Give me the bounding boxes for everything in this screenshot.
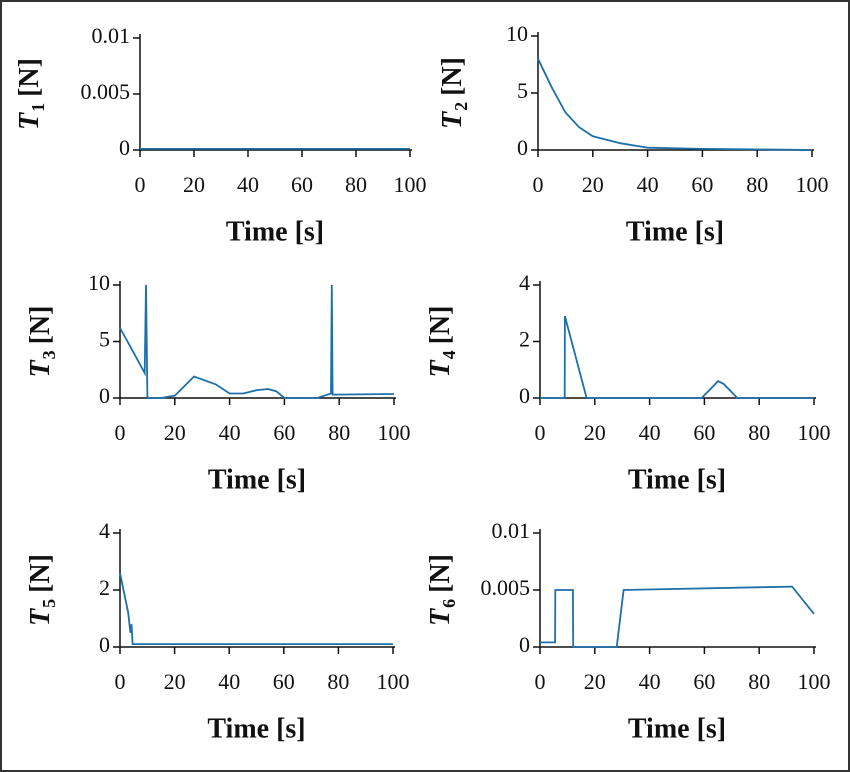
y-tick-label: 0.01 [92, 23, 131, 48]
data-line [119, 284, 395, 399]
x-tick-label: 40 [218, 669, 240, 694]
x-tick-label: 0 [115, 669, 126, 694]
x-tick-label: 80 [327, 669, 349, 694]
y-tick-label: 2 [99, 575, 110, 600]
x-tick-label: 60 [691, 172, 713, 197]
y-tick-label: 0 [517, 135, 528, 160]
x-axis-label: Time [s] [628, 464, 726, 495]
x-tick-label: 60 [693, 420, 715, 445]
x-tick-label: 0 [115, 420, 126, 445]
x-axis-label: Time [s] [226, 216, 324, 247]
y-tick-label: 0 [119, 135, 130, 160]
y-label-symbol: T [425, 607, 456, 626]
x-tick-label: 0 [535, 420, 546, 445]
y-tick-label: 5 [517, 78, 528, 103]
y-axis-label: T3 [N] [25, 306, 59, 378]
y-axis-label: T1 [N] [14, 58, 48, 130]
x-tick-label: 0 [533, 172, 544, 197]
x-tick-label: 100 [796, 172, 829, 197]
x-tick-label: 20 [183, 172, 205, 197]
y-label-unit: [N] [425, 306, 456, 345]
y-tick-label: 2 [519, 327, 530, 352]
y-label-subscript: 3 [39, 350, 59, 359]
x-tick-label: 40 [237, 172, 259, 197]
y-tick-label: 0.005 [81, 79, 131, 104]
y-label-unit: [N] [14, 58, 45, 97]
data-line [119, 572, 393, 645]
y-label-symbol: T [437, 110, 468, 129]
y-tick-label: 5 [99, 327, 110, 352]
x-tick-label: 100 [377, 669, 410, 694]
x-tick-label: 20 [584, 420, 606, 445]
x-tick-label: 20 [164, 669, 186, 694]
y-label-subscript: 6 [439, 599, 459, 608]
data-line [540, 585, 815, 648]
x-tick-label: 0 [135, 172, 146, 197]
y-tick-label: 4 [519, 270, 530, 295]
x-axis-label: Time [s] [628, 713, 726, 744]
x-tick-label: 80 [328, 420, 350, 445]
y-tick-label: 0 [99, 383, 110, 408]
x-tick-label: 40 [639, 669, 661, 694]
y-label-symbol: T [425, 358, 456, 377]
y-axis-label: T5 [N] [25, 554, 59, 626]
x-tick-label: 40 [639, 420, 661, 445]
y-tick-label: 0 [99, 632, 110, 657]
y-tick-label: 0 [519, 632, 530, 657]
y-label-subscript: 4 [439, 350, 459, 359]
y-tick-label: 10 [88, 270, 110, 295]
y-axis-label: T6 [N] [425, 554, 459, 626]
x-tick-label: 60 [291, 172, 313, 197]
x-tick-label: 60 [693, 669, 715, 694]
data-line [540, 315, 814, 399]
x-tick-label: 20 [582, 172, 604, 197]
y-tick-label: 0.005 [481, 575, 531, 600]
x-tick-label: 100 [798, 420, 831, 445]
y-tick-label: 0 [519, 383, 530, 408]
x-tick-label: 0 [535, 669, 546, 694]
x-tick-label: 60 [273, 420, 295, 445]
x-axis-label: Time [s] [626, 216, 724, 247]
y-label-subscript: 5 [39, 599, 59, 608]
x-tick-label: 80 [345, 172, 367, 197]
y-label-subscript: 1 [28, 103, 48, 112]
y-tick-label: 0.01 [492, 518, 531, 543]
y-label-unit: [N] [437, 57, 468, 96]
y-axis-label: T4 [N] [425, 306, 459, 378]
x-tick-label: 20 [584, 669, 606, 694]
x-tick-label: 60 [273, 669, 295, 694]
y-label-symbol: T [25, 358, 56, 377]
y-tick-label: 10 [506, 21, 528, 46]
y-label-unit: [N] [25, 306, 56, 345]
x-tick-label: 80 [746, 172, 768, 197]
x-tick-label: 100 [394, 172, 427, 197]
x-tick-label: 40 [637, 172, 659, 197]
x-tick-label: 20 [164, 420, 186, 445]
x-tick-label: 40 [219, 420, 241, 445]
x-tick-label: 80 [748, 420, 770, 445]
y-label-symbol: T [25, 607, 56, 626]
x-tick-label: 100 [378, 420, 411, 445]
y-label-symbol: T [14, 111, 45, 130]
x-tick-label: 100 [798, 669, 831, 694]
y-label-subscript: 2 [451, 102, 471, 111]
y-tick-label: 4 [99, 518, 110, 543]
y-label-unit: [N] [425, 554, 456, 593]
x-axis-label: Time [s] [208, 464, 306, 495]
y-axis-label: T2 [N] [437, 57, 471, 129]
y-label-unit: [N] [25, 554, 56, 593]
data-line [537, 58, 813, 151]
x-tick-label: 80 [748, 669, 770, 694]
x-axis-label: Time [s] [207, 713, 305, 744]
